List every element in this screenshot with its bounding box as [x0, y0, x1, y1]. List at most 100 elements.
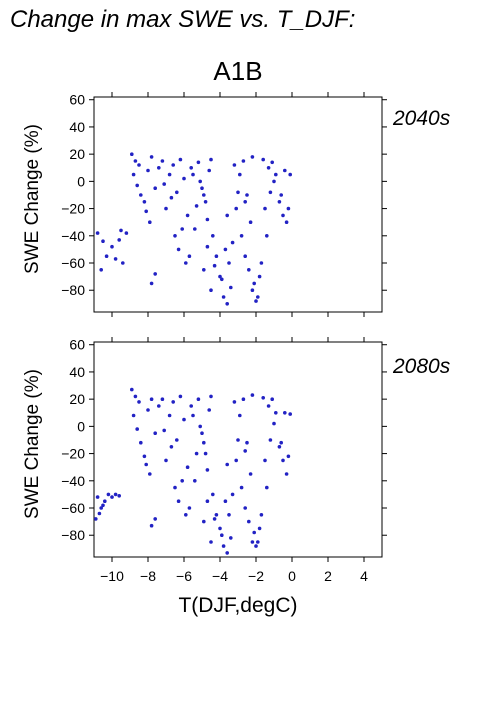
data-point — [268, 190, 273, 195]
data-point — [196, 397, 201, 402]
data-point — [169, 195, 174, 200]
data-point — [103, 499, 107, 504]
data-point — [252, 281, 256, 286]
panel-label-bottom: 2080s — [393, 355, 451, 378]
data-point — [257, 274, 262, 279]
data-point — [203, 451, 208, 456]
y-tick-label: −60 — [61, 255, 85, 271]
data-point — [189, 166, 193, 170]
data-point — [284, 472, 289, 476]
data-point — [148, 472, 152, 476]
data-point — [157, 166, 161, 170]
data-point — [218, 526, 222, 531]
data-point — [211, 492, 215, 497]
data-point — [261, 157, 266, 162]
data-point — [121, 261, 125, 265]
data-point — [212, 517, 217, 521]
panel-label-top: 2040s — [393, 107, 451, 130]
data-point — [119, 228, 123, 233]
data-point — [144, 209, 148, 214]
data-point — [153, 431, 157, 436]
data-point — [274, 172, 278, 177]
y-tick-label: 20 — [69, 146, 85, 162]
data-point — [232, 163, 237, 167]
y-tick-label: 20 — [69, 391, 85, 407]
data-point — [95, 495, 100, 499]
data-point — [284, 220, 289, 224]
y-tick-label: −80 — [61, 527, 85, 543]
data-point — [146, 168, 150, 173]
data-point — [97, 511, 102, 516]
data-point — [162, 428, 166, 433]
data-point — [272, 179, 276, 184]
data-point — [247, 519, 251, 524]
data-point — [131, 413, 136, 418]
data-point — [225, 551, 229, 555]
data-point — [182, 417, 186, 422]
data-point — [157, 404, 161, 408]
data-point — [241, 397, 246, 402]
data-point — [245, 440, 249, 445]
data-point — [283, 411, 287, 415]
data-point — [113, 257, 118, 261]
data-point — [148, 220, 152, 224]
data-point — [257, 526, 262, 531]
data-point — [207, 168, 211, 173]
data-point — [175, 190, 179, 195]
data-point — [265, 234, 269, 238]
data-point — [184, 261, 188, 265]
y-tick-label: 40 — [69, 364, 85, 380]
data-point — [259, 261, 264, 265]
data-point — [241, 159, 246, 163]
data-point — [137, 163, 141, 167]
data-point — [286, 206, 291, 211]
data-point — [144, 462, 148, 467]
data-point — [254, 299, 258, 303]
data-point — [274, 411, 278, 415]
data-point — [149, 397, 154, 402]
data-point — [211, 234, 215, 238]
data-point — [255, 295, 260, 299]
data-point — [243, 449, 247, 453]
data-point — [243, 200, 247, 204]
data-point — [176, 247, 181, 252]
data-point — [139, 440, 143, 445]
data-point — [110, 244, 114, 249]
data-point — [202, 193, 206, 197]
data-point — [250, 393, 255, 397]
data-point — [281, 458, 285, 463]
data-point — [209, 288, 213, 293]
data-point — [184, 513, 188, 517]
data-point — [130, 387, 134, 392]
data-point — [266, 166, 271, 170]
data-point — [173, 485, 177, 490]
data-point — [214, 513, 219, 517]
data-point — [245, 193, 249, 197]
x-tick-label: −6 — [176, 568, 192, 584]
data-point — [250, 155, 255, 159]
data-point — [227, 261, 231, 265]
data-point — [135, 427, 139, 431]
data-point — [225, 302, 229, 306]
x-tick-label: −10 — [100, 568, 124, 584]
data-point — [117, 238, 121, 242]
data-point — [193, 479, 197, 483]
data-point — [149, 155, 154, 159]
x-tick-label: 2 — [324, 568, 332, 584]
data-point — [243, 254, 247, 258]
data-point — [182, 176, 186, 181]
x-axis-label: T(DJF,degC) — [178, 594, 298, 617]
data-point — [124, 231, 129, 235]
data-point — [110, 495, 114, 499]
scenario-title: A1B — [213, 56, 263, 86]
data-point — [254, 544, 258, 548]
data-point — [261, 396, 266, 400]
data-point — [202, 268, 206, 272]
data-point — [229, 536, 233, 540]
data-point — [203, 200, 208, 204]
data-point — [171, 163, 175, 167]
data-point — [263, 458, 267, 463]
data-point — [227, 513, 231, 517]
data-point — [234, 458, 238, 463]
